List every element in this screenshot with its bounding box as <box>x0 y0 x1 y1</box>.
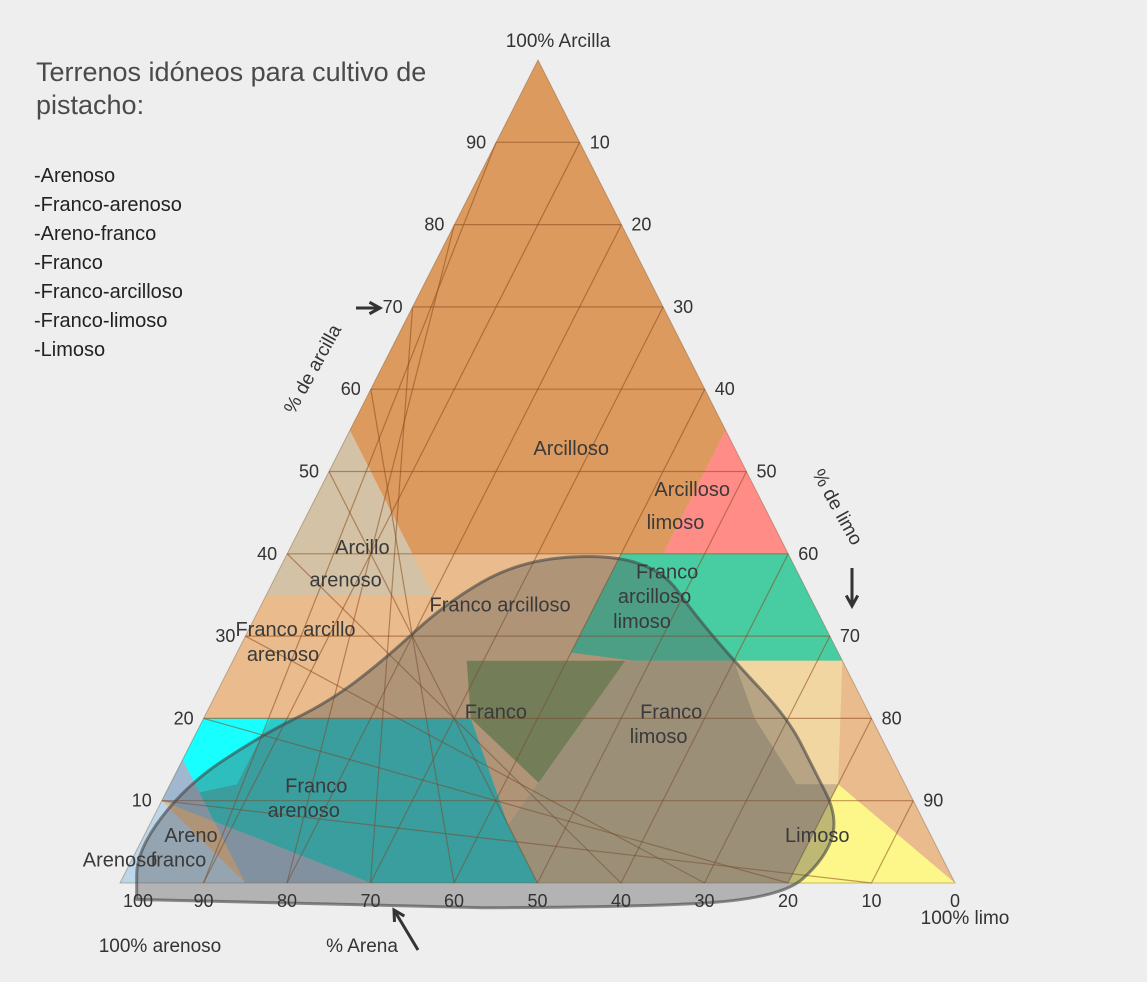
region-areno-franco <box>161 759 371 883</box>
class-label: arenoso <box>247 644 319 666</box>
tick-label-clay: 60 <box>341 379 361 399</box>
class-label: franco <box>151 850 207 872</box>
class-label: arcilloso <box>618 586 691 608</box>
region-franco-arcilloso <box>412 553 622 653</box>
class-label: Arcillo <box>335 537 389 559</box>
corner-label-sand: 100% arenoso <box>99 936 222 957</box>
tick-label-silt: 30 <box>673 297 693 317</box>
list-item: -Areno-franco <box>34 223 157 245</box>
tick-label-sand: 30 <box>694 891 714 911</box>
tick-label-silt: 40 <box>715 379 735 399</box>
suitable-highlight <box>134 555 836 910</box>
class-label: Franco <box>640 701 702 723</box>
class-label: Franco arcillo <box>235 619 355 641</box>
grid-line <box>328 471 539 884</box>
class-label: arenoso <box>268 800 340 822</box>
tick-label-sand: 60 <box>444 891 464 911</box>
class-labels: Arcilloso Arcilloso limoso Arcillo arenoso Fr… <box>83 438 850 871</box>
arrow-silt-head <box>844 594 860 610</box>
list-item: -Franco-arcilloso <box>34 281 183 303</box>
arrow-clay-head <box>368 300 384 316</box>
class-label: limoso <box>613 611 671 633</box>
list-item: -Limoso <box>34 339 106 361</box>
tick-label-silt: 70 <box>840 626 860 646</box>
tick-label-clay: 90 <box>466 132 486 152</box>
grid-line <box>286 224 455 884</box>
tick-label-silt: 10 <box>590 132 610 152</box>
corner-label-silt: 100% limo <box>921 908 1010 929</box>
class-label: Arcilloso <box>533 438 609 460</box>
region-franco <box>466 660 626 826</box>
axis-label-sand: % Arena <box>326 936 398 957</box>
list-item: -Arenoso <box>34 165 116 187</box>
arrow-sand <box>392 909 420 951</box>
grid-line <box>536 471 748 884</box>
tick-label-sand: 90 <box>193 891 213 911</box>
class-label: Franco <box>465 701 527 723</box>
axis-label-silt: % de limo <box>807 466 866 549</box>
tick-label-sand: 0 <box>950 891 960 911</box>
class-label: Franco arcilloso <box>430 594 571 616</box>
class-label: Limoso <box>785 825 849 847</box>
class-label: Franco <box>636 561 698 583</box>
class-label: arenoso <box>309 570 381 592</box>
tick-label-clay: 70 <box>383 297 403 317</box>
grid-line <box>369 306 664 884</box>
pistachio-suitable-region <box>134 555 836 910</box>
tick-label-sand: 20 <box>778 891 798 911</box>
soil-list: -Arenoso -Franco-arenoso -Areno-franco -… <box>34 162 183 365</box>
grid-line <box>870 800 914 884</box>
grid-line <box>370 389 455 884</box>
tick-label-clay: 30 <box>215 626 235 646</box>
tick-label-clay: 80 <box>424 215 444 235</box>
tick-label-sand: 100 <box>123 891 153 911</box>
list-item: -Franco-limoso <box>34 310 168 332</box>
tick-label-clay: 20 <box>174 708 194 728</box>
list-item: -Franco-arenoso <box>34 194 182 216</box>
region-limoso <box>788 784 955 883</box>
tick-label-silt: 80 <box>882 708 902 728</box>
class-label: Arcilloso <box>654 479 730 501</box>
class-label: Arenoso <box>83 850 158 872</box>
axis-label-clay: % de arcilla <box>280 321 346 417</box>
class-label: Franco <box>285 775 347 797</box>
list-item: -Franco <box>34 252 103 274</box>
tick-label-clay: 10 <box>132 791 152 811</box>
triangle-outline <box>119 58 956 884</box>
tick-label-silt: 50 <box>757 462 777 482</box>
corner-label-clay: 100% Arcilla <box>506 31 611 52</box>
tick-label-clay: 50 <box>299 462 319 482</box>
tick-label-sand: 10 <box>861 891 881 911</box>
class-label: limoso <box>647 512 705 534</box>
tick-label-silt: 20 <box>631 215 651 235</box>
legend-title: Terrenos idóneos para cultivo de pistach… <box>36 57 427 120</box>
tick-label-silt: 60 <box>798 544 818 564</box>
grid-line <box>703 635 831 884</box>
tick-label-sand: 80 <box>277 891 297 911</box>
ternary-grid <box>119 58 956 884</box>
tick-label-sand: 50 <box>527 891 547 911</box>
tick-label-clay: 40 <box>257 544 277 564</box>
arrow-sand-head <box>392 907 406 923</box>
tick-label-sand: 40 <box>611 891 631 911</box>
grid-line <box>202 142 497 884</box>
class-label: Areno <box>164 825 217 847</box>
grid-line <box>369 306 414 884</box>
tick-label-silt: 90 <box>923 791 943 811</box>
grid-line <box>620 553 789 884</box>
class-label: limoso <box>630 726 688 748</box>
tick-label-sand: 70 <box>360 891 380 911</box>
